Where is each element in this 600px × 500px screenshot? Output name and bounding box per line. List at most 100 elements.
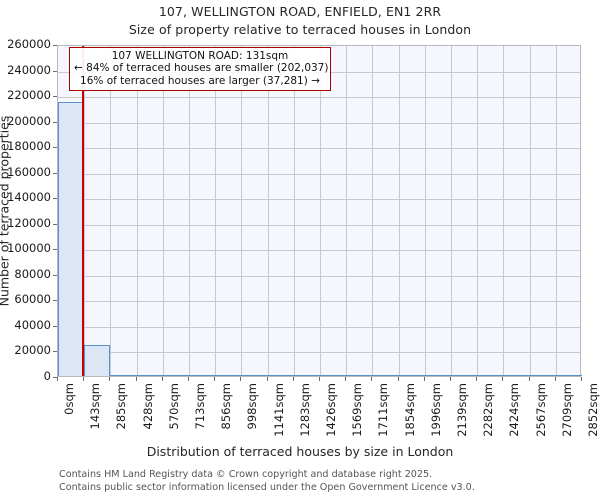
x-tick-mark [109,377,110,381]
y-tick-mark [53,274,57,276]
annotation-line-2: ← 84% of terraced houses are smaller (20… [74,62,329,75]
vertical-gridlines [58,46,580,376]
x-tick-label: 570sqm [166,383,181,430]
gridline-horizontal [58,122,580,124]
y-tick-mark [53,172,57,174]
gridline-vertical [215,46,216,376]
y-tick-label: 60000 [14,292,51,307]
x-tick-mark [581,377,582,381]
x-tick-mark [162,377,163,381]
histogram-bar [241,375,268,376]
x-tick-mark [293,377,294,381]
y-tick-mark [53,223,57,225]
property-annotation-box: 107 WELLINGTON ROAD: 131sqm ← 84% of ter… [69,47,331,92]
x-tick-label: 143sqm [88,383,103,430]
y-tick-label: 140000 [7,190,51,205]
x-tick-label: 713sqm [193,383,207,430]
footer-line-1: Contains HM Land Registry data © Crown c… [59,469,433,480]
gridline-vertical [84,46,85,376]
gridline-vertical [189,46,190,376]
histogram-bar [189,375,215,376]
y-tick-mark [53,249,57,251]
histogram-bar [84,344,110,376]
histogram-bar [320,375,346,376]
gridline-horizontal [58,275,580,277]
x-tick-mark [319,377,320,381]
y-tick-mark [53,300,57,302]
gridline-horizontal [58,301,580,303]
histogram-bar [268,375,294,376]
x-tick-mark [450,377,451,381]
y-tick-mark [53,45,57,46]
gridline-vertical [163,46,164,376]
x-tick-label: 998sqm [245,383,260,430]
y-tick-label: 200000 [7,113,51,128]
y-tick-mark [53,70,57,72]
annotation-line-1: 107 WELLINGTON ROAD: 131sqm [111,50,289,62]
x-tick-mark [424,377,425,381]
x-tick-label: 0sqm [62,383,76,415]
annotation-line-3: 16% of terraced houses are larger (37,28… [80,74,320,87]
x-tick-label: 1711sqm [376,383,391,437]
gridline-vertical [556,46,557,376]
x-tick-mark [83,377,84,381]
page-subtitle: Size of property relative to terraced ho… [128,22,472,37]
x-tick-label: 1996sqm [428,383,443,437]
x-tick-label: 1854sqm [402,383,417,437]
y-tick-label: 0 [43,369,51,383]
y-tick-label: 240000 [7,62,51,77]
y-tick-label: 120000 [7,215,51,230]
gridline-vertical [451,46,452,376]
gridline-vertical [346,46,347,376]
histogram-bar [425,375,451,376]
histogram-bar [163,375,189,376]
gridline-horizontal [58,173,580,175]
histogram-bar [451,375,477,376]
histogram-bar [399,375,425,376]
x-axis-label: Distribution of terraced houses by size … [146,444,454,459]
x-tick-label: 2852sqm [586,383,600,437]
x-tick-mark [529,377,530,381]
x-tick-mark [555,377,556,381]
x-tick-label: 285sqm [114,383,129,430]
x-tick-mark [398,377,399,381]
x-tick-label: 2424sqm [507,383,522,437]
gridline-horizontal [58,250,580,252]
gridline-horizontal [58,199,580,201]
x-tick-label: 428sqm [140,383,155,430]
histogram-bar [294,375,320,376]
x-tick-mark [502,377,503,381]
y-tick-mark [53,377,57,378]
y-tick-mark [53,198,57,200]
gridline-vertical [110,46,111,376]
y-tick-mark [53,147,57,149]
histogram-bar [58,102,84,376]
histogram-bar [477,375,503,376]
y-tick-label: 220000 [7,88,51,103]
gridline-vertical [503,46,504,376]
y-tick-label: 160000 [7,164,51,179]
x-tick-mark [136,377,137,381]
gridline-vertical [399,46,400,376]
x-tick-mark [240,377,241,381]
histogram-bar [530,375,556,376]
y-tick-label: 180000 [7,139,51,154]
x-tick-label: 1569sqm [350,383,365,437]
y-tick-label: 80000 [14,266,51,281]
histogram-bar [215,375,241,376]
x-tick-label: 2139sqm [455,383,469,437]
gridline-vertical [477,46,478,376]
plot-area [57,45,582,377]
y-tick-label: 100000 [7,241,51,256]
y-tick-label: 20000 [14,343,51,358]
footer-line-2: Contains public sector information licen… [59,481,475,493]
x-tick-mark [345,377,346,381]
gridline-horizontal [58,97,580,99]
x-tick-mark [267,377,268,381]
x-tick-mark [371,377,372,381]
x-tick-mark [57,377,58,381]
gridline-vertical [530,46,531,376]
y-tick-label: 260000 [7,37,51,51]
x-tick-label: 1426sqm [324,383,338,437]
